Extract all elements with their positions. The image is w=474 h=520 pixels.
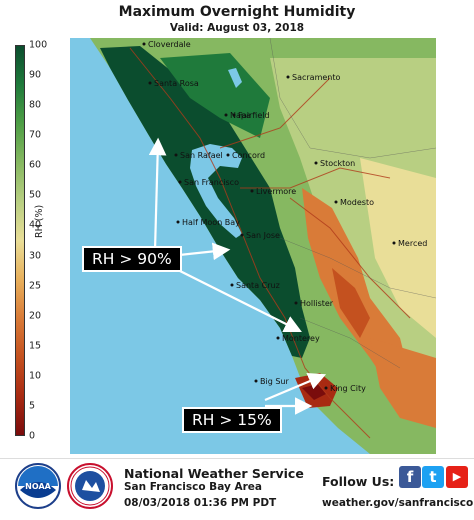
footer (0, 458, 474, 520)
city-label: Livermore (256, 187, 296, 196)
city-dot (314, 161, 318, 165)
legend-tick: 0 (29, 430, 36, 442)
city-dot (142, 42, 146, 46)
city-dot (224, 113, 228, 117)
city-label: Santa Rosa (154, 79, 199, 88)
legend-tick: 100 (29, 39, 48, 51)
city-label: Hollister (300, 299, 334, 308)
city-label: Half Moon Bay (182, 218, 240, 227)
city-label: San Francisco (184, 178, 239, 187)
city-dot (148, 81, 152, 85)
city-dot (324, 386, 328, 390)
north-bay-moist (160, 53, 270, 138)
city-label: Sacramento (292, 73, 340, 82)
legend-tick: 5 (29, 400, 36, 412)
svg-text:NOAA: NOAA (25, 482, 51, 491)
nws-logo-icon (67, 463, 113, 509)
city-dot (230, 283, 234, 287)
youtube-icon[interactable]: ▶ (446, 466, 468, 488)
city-dot (250, 189, 254, 193)
city-dot (176, 220, 180, 224)
legend-tick: 15 (29, 340, 42, 352)
city-dot (392, 241, 396, 245)
map-title: Maximum Overnight Humidity (118, 4, 356, 20)
central-valley (270, 58, 436, 398)
city-dot (240, 233, 244, 237)
sf-bay (190, 144, 242, 238)
city-dot (334, 200, 338, 204)
city-label: Merced (398, 239, 427, 248)
callout-rh-low: RH > 15% (182, 407, 282, 433)
city-dot (286, 75, 290, 79)
noaa-logo-icon: NOAA (15, 463, 61, 509)
gabilan-range-dry (332, 268, 370, 338)
valid-date: Valid: August 03, 2018 (169, 22, 305, 34)
city-label: Cloverdale (148, 40, 191, 49)
humidity-map: Cloverdale Santa Rosa Sacramento NapaFairfi… (70, 38, 436, 454)
city-dot (226, 153, 230, 157)
rh-axis-label: RH (%) (34, 204, 45, 238)
timestamp: 08/03/2018 01:36 PM PDT (124, 497, 277, 509)
legend-tick: 60 (29, 159, 42, 171)
rh-color-scale (15, 45, 25, 436)
city-dot (232, 113, 236, 117)
city-label: Big Sur (260, 377, 289, 386)
city-dot (276, 336, 280, 340)
legend-tick: 40 (29, 219, 42, 231)
clear-lake (228, 68, 242, 88)
city-label: Modesto (340, 198, 374, 207)
city-label: Stockton (320, 159, 355, 168)
legend-tick: 70 (29, 129, 42, 141)
city-label: San Jose (246, 231, 280, 240)
office-name: San Francisco Bay Area (124, 481, 262, 493)
city-label: Fairfield (238, 111, 270, 120)
valley-dry-zone (360, 158, 436, 338)
city-label: Concord (232, 151, 265, 160)
city-dot (294, 301, 298, 305)
website-link[interactable]: weather.gov/sanfrancisco (322, 497, 474, 509)
city-dot (174, 153, 178, 157)
legend-tick: 25 (29, 280, 42, 292)
legend-tick: 50 (29, 189, 42, 201)
legend-tick: 30 (29, 250, 42, 262)
follow-us-label: Follow Us: (322, 474, 395, 489)
callout-rh-high: RH > 90% (82, 246, 182, 272)
legend-tick: 20 (29, 310, 42, 322)
city-label: Napa (230, 111, 251, 120)
legend-tick: 10 (29, 370, 42, 382)
legend-tick: 90 (29, 69, 42, 81)
city-dot (254, 379, 258, 383)
city-markers: Cloverdale Santa Rosa Sacramento NapaFairfi… (142, 40, 427, 393)
county-lines (269, 38, 436, 369)
city-dot (178, 180, 182, 184)
org-name: National Weather Service (124, 466, 304, 481)
legend-tick: 80 (29, 99, 42, 111)
twitter-icon[interactable]: t (422, 466, 444, 488)
diablo-range-dry (302, 188, 410, 388)
southeast-dry (370, 338, 436, 428)
city-label: San Rafael (180, 151, 223, 160)
city-label: Santa Cruz (236, 281, 280, 290)
city-label: Monterey (282, 334, 320, 343)
facebook-icon[interactable]: f (399, 466, 421, 488)
city-label: King City (330, 384, 366, 393)
